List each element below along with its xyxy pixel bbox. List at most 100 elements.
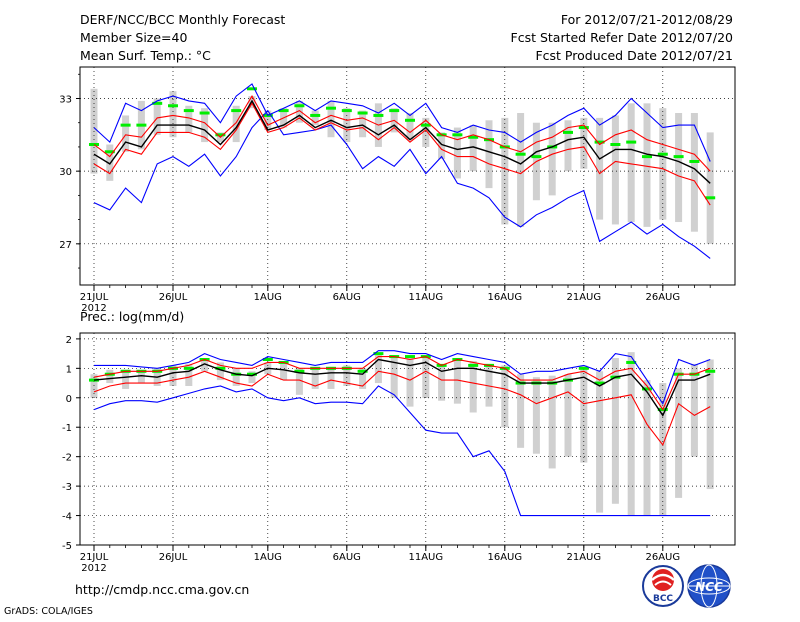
temp-box-day-31 xyxy=(564,120,572,172)
prec-box-day-40 xyxy=(706,359,714,490)
temp-box-day-35 xyxy=(627,103,635,223)
footer-grads-credit: GrADS: COLA/IGES xyxy=(4,606,93,617)
prec-xtick-label-4: 11AUG xyxy=(408,552,443,563)
prec-box-day-11 xyxy=(248,371,256,384)
prec-box-day-20 xyxy=(390,356,398,398)
prec-ytick-label-7: 2 xyxy=(66,335,72,346)
prec-box-day-36 xyxy=(643,380,651,516)
temp-box-day-33 xyxy=(596,117,604,220)
temp-min-line xyxy=(93,83,711,162)
temp-box-day-36 xyxy=(643,103,651,227)
temp-box-day-12 xyxy=(264,110,272,130)
header-title: DERF/NCC/BCC Monthly Forecast xyxy=(80,12,285,27)
bcc-logo: BCC xyxy=(642,565,684,607)
prec-box-day-16 xyxy=(327,366,335,389)
temp-box-day-14 xyxy=(295,100,303,123)
temp-xtick-label-1: 26JUL xyxy=(159,292,188,303)
prec-box-day-13 xyxy=(280,362,288,381)
temp-p25-line xyxy=(93,102,711,206)
prec-box-day-28 xyxy=(517,374,525,448)
temp-ytick-label-2: 33 xyxy=(59,94,72,105)
prec-box-day-10 xyxy=(232,368,240,386)
prec-frame xyxy=(79,332,736,546)
prec-box-day-34 xyxy=(611,358,619,504)
temp-box-day-34 xyxy=(611,115,619,225)
temp-mean-line xyxy=(93,99,711,184)
prec-box-day-38 xyxy=(675,368,683,498)
temp-max-line xyxy=(93,109,711,259)
temp-box-day-5 xyxy=(153,98,161,135)
temp-box-day-39 xyxy=(690,113,698,232)
temp-box-day-15 xyxy=(311,110,319,126)
prec-mean-line xyxy=(93,358,711,417)
temp-box-day-25 xyxy=(469,125,477,172)
prec-box-day-14 xyxy=(295,368,303,395)
prec-box-day-33 xyxy=(596,371,604,513)
temp-box-day-28 xyxy=(517,113,525,227)
prec-box-day-27 xyxy=(501,365,509,428)
prec-xtick-label-2: 1AUG xyxy=(254,552,282,563)
prec-box-day-23 xyxy=(438,365,446,401)
prec-ytick-label-5: 0 xyxy=(66,394,72,405)
prec-ytick-label-4: -1 xyxy=(62,423,72,434)
prec-box-day-7 xyxy=(185,363,193,386)
prec-p25-line xyxy=(93,370,711,447)
prec-ytick-label-2: -3 xyxy=(62,482,72,493)
prec-ytick-label-1: -4 xyxy=(62,512,72,523)
ncc-logo: NCC xyxy=(687,564,731,608)
ncc-logo-text: NCC xyxy=(695,580,723,594)
prec-box-day-21 xyxy=(406,356,414,407)
temp-box-day-23 xyxy=(438,132,446,160)
bcc-logo-text: BCC xyxy=(653,594,673,604)
prec-xtick-label-1: 26JUL xyxy=(159,552,188,563)
temp-xtick-label-6: 21AUG xyxy=(566,292,601,303)
temp-ytick-label-1: 30 xyxy=(59,167,72,178)
header-member-size: Member Size=40 xyxy=(80,30,187,45)
temperature-panel: 27 30 33 21JUL 26JUL 1AUG 6AUG 11AUG 16AUG 21AUG 2… xyxy=(59,66,736,314)
temp-xtick-label-5: 16AUG xyxy=(487,292,522,303)
temp-box-day-22 xyxy=(422,117,430,147)
prec-box-day-31 xyxy=(564,374,572,457)
prec-box-day-18 xyxy=(359,368,367,389)
temp-year-label: 2012 xyxy=(81,303,106,314)
prec-box-day-6 xyxy=(169,365,177,386)
prec-box-day-2 xyxy=(106,369,114,384)
prec-xtick-label-3: 6AUG xyxy=(333,552,361,563)
temp-box-day-17 xyxy=(343,108,351,143)
temp-xtick-label-7: 26AUG xyxy=(645,292,680,303)
temp-box-day-40 xyxy=(706,132,714,244)
precipitation-panel-title: Prec.: log(mm/d) xyxy=(80,309,184,324)
precipitation-panel: -5 -4 -3 -2 -1 0 1 2 21JUL 26JUL 1AUG 6AUG 11AUG 16AU… xyxy=(62,309,736,574)
prec-ytick-label-3: -2 xyxy=(62,453,72,464)
temp-box-day-26 xyxy=(485,120,493,189)
temp-box-day-7 xyxy=(185,105,193,133)
prec-box-day-8 xyxy=(201,360,209,372)
temp-xtick-label-2: 1AUG xyxy=(254,292,282,303)
temp-box-day-8 xyxy=(201,108,209,143)
prec-p75-line xyxy=(93,356,711,411)
temp-frame xyxy=(79,66,736,286)
prec-xtick-label-7: 26AUG xyxy=(645,552,680,563)
temp-box-day-2 xyxy=(106,144,114,181)
header-forecast-period: For 2012/07/21-2012/08/29 xyxy=(561,12,733,27)
temp-box-day-21 xyxy=(406,113,414,140)
header-produced-date: Fcst Produced Date 2012/07/21 xyxy=(535,48,733,63)
prec-year-label: 2012 xyxy=(81,563,106,574)
temp-box-day-3 xyxy=(122,115,130,152)
prec-box-day-29 xyxy=(532,377,540,454)
prec-box-day-4 xyxy=(137,369,145,384)
prec-box-day-35 xyxy=(627,352,635,516)
temp-xtick-label-4: 11AUG xyxy=(408,292,443,303)
prec-box-day-15 xyxy=(311,369,319,389)
prec-box-day-3 xyxy=(122,369,130,389)
temp-p75-line xyxy=(93,94,711,172)
temp-xtick-label-0: 21JUL xyxy=(80,292,109,303)
temp-box-day-30 xyxy=(548,122,556,196)
temp-box-day-16 xyxy=(327,100,335,138)
header-start-date: Fcst Started Refer Date 2012/07/20 xyxy=(511,30,734,45)
temp-box-day-6 xyxy=(169,91,177,138)
prec-xtick-label-5: 16AUG xyxy=(487,552,522,563)
prec-box-day-25 xyxy=(469,360,477,413)
